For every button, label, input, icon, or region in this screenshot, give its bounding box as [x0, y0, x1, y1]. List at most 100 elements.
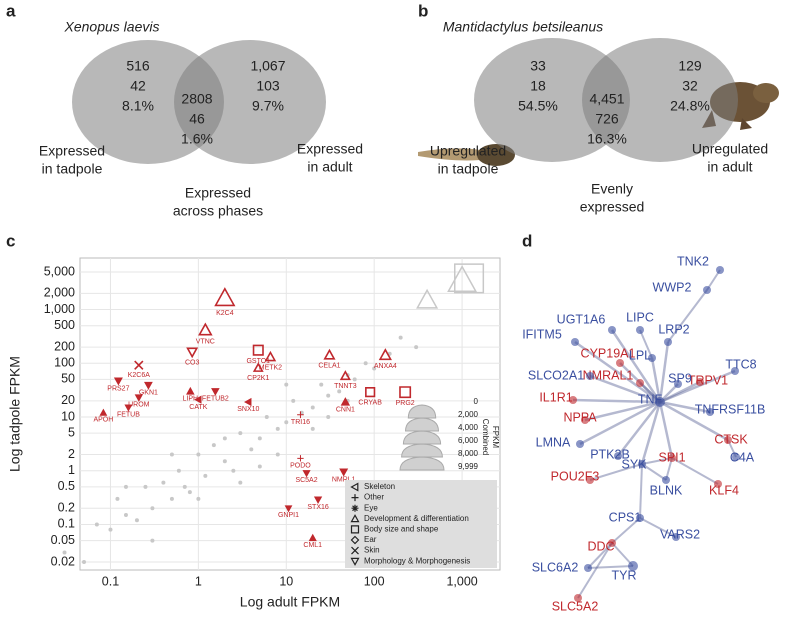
background-point — [62, 550, 67, 555]
y-tick-label: 2 — [68, 447, 75, 461]
network-node — [706, 408, 714, 416]
x-tick-label: 1 — [195, 574, 202, 588]
node-label: CYP19A1 — [581, 346, 636, 360]
size-legend-shape — [399, 456, 445, 471]
gene-marker — [244, 397, 252, 407]
size-legend-label: 0 — [474, 397, 479, 406]
network-edge — [572, 398, 661, 404]
network-edge — [659, 380, 701, 404]
x-tick-label: 1,000 — [446, 574, 477, 588]
y-tick-label: 200 — [54, 339, 75, 353]
gene-marker — [313, 496, 323, 504]
gene-label: SC5A2 — [295, 477, 317, 484]
network-edge — [658, 341, 670, 403]
gene-label: K2C4 — [216, 310, 234, 317]
legend-label: Eye — [364, 503, 378, 512]
y-tick-label: 0.5 — [58, 479, 75, 493]
node-label: PTK2B — [590, 447, 630, 461]
gene-label: CELA1 — [318, 363, 340, 370]
network-node — [616, 359, 624, 367]
background-point — [143, 484, 148, 489]
node-label: CPS1 — [609, 510, 642, 524]
node-label: SYK — [621, 457, 647, 471]
network-edge — [640, 401, 662, 465]
legend-symbol — [351, 504, 359, 512]
network-node — [636, 326, 644, 334]
venn-count: 16.3% — [587, 131, 627, 147]
network-edge — [611, 542, 634, 567]
background-point — [326, 393, 331, 398]
venn-count: 24.8% — [670, 98, 710, 114]
network-node — [662, 476, 670, 484]
gene-label: CML1 — [303, 542, 322, 549]
background-point — [352, 377, 357, 382]
network-node — [581, 416, 589, 424]
size-legend-title: FPKM — [491, 426, 500, 449]
y-tick-label: 20 — [61, 393, 75, 407]
gene-label: CATK — [189, 404, 207, 411]
background-point — [310, 426, 315, 431]
background-point — [310, 405, 315, 410]
background-point — [284, 382, 289, 387]
background-point — [108, 527, 113, 532]
node-label: TTC8 — [725, 357, 756, 371]
venn-count: 129 — [678, 58, 702, 74]
venn-set-label: Expressed — [39, 143, 105, 159]
background-point — [398, 335, 403, 340]
y-tick-label: 100 — [54, 356, 75, 370]
venn-count: 33 — [530, 58, 546, 74]
gene-marker — [399, 386, 412, 399]
node-label: LRP2 — [658, 322, 689, 336]
network-node — [586, 372, 594, 380]
network-node — [638, 460, 646, 468]
network-node — [608, 539, 616, 547]
network-node — [696, 378, 704, 386]
network-node — [664, 338, 672, 346]
network-node — [636, 514, 644, 522]
network-node — [732, 453, 740, 461]
gene-marker — [252, 362, 264, 372]
gene-label: GSTO1 — [246, 358, 270, 365]
venn-count: 1,067 — [250, 58, 285, 74]
size-legend-shape — [402, 430, 442, 445]
gene-marker — [340, 397, 351, 406]
node-label: SP9 — [668, 371, 692, 385]
gene-label: PRG2 — [396, 400, 415, 407]
venn-set — [582, 38, 738, 162]
gene-label: ANXA4 — [374, 363, 397, 370]
gene-label: GKN1 — [139, 390, 158, 397]
network-edge — [579, 400, 661, 446]
background-point — [115, 496, 120, 501]
network-node — [574, 594, 582, 602]
size-legend-label: 9,999 — [458, 462, 479, 471]
background-point — [284, 420, 289, 425]
background-point — [337, 389, 342, 394]
legend-label: Ear — [364, 535, 377, 544]
size-legend-title: Combined — [481, 419, 490, 455]
node-label: IL1R1 — [539, 390, 572, 404]
network-node — [569, 396, 577, 404]
background-point — [319, 382, 324, 387]
node-label: UGT1A6 — [557, 312, 606, 326]
background-point — [187, 490, 192, 495]
y-tick-label: 0.1 — [58, 517, 75, 531]
venn-count: 18 — [530, 78, 546, 94]
network-node — [672, 533, 680, 541]
venn-set-label: Evenly — [591, 181, 633, 197]
node-label: DDC — [587, 539, 614, 553]
gene-marker — [186, 386, 195, 395]
gene-label: CP2K1 — [247, 375, 269, 382]
gene-marker — [378, 348, 392, 361]
node-label: CTSK — [714, 432, 748, 446]
gene-marker — [194, 395, 202, 404]
gene-marker — [144, 381, 153, 390]
network-edge — [589, 463, 643, 481]
y-tick-label: 500 — [54, 318, 75, 332]
legend-symbol — [350, 482, 359, 492]
node-label: SLC5A2 — [552, 599, 599, 613]
gene-label: K2C6A — [128, 372, 151, 379]
background-point — [275, 452, 280, 457]
node-label: TNF — [638, 392, 663, 406]
venn-count: 726 — [595, 111, 619, 127]
venn-count: 103 — [256, 78, 280, 94]
